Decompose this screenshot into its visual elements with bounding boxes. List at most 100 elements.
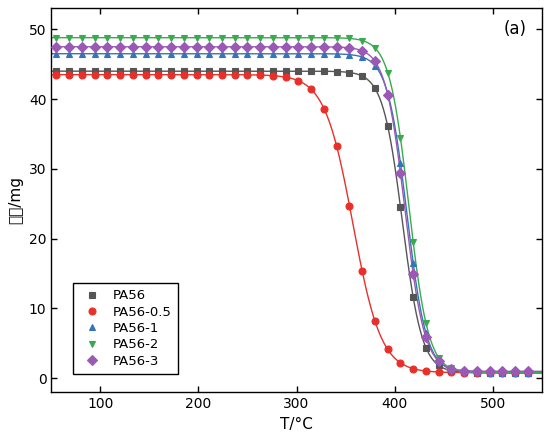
PA56	[168, 69, 174, 74]
PA56-3	[206, 44, 212, 49]
PA56	[321, 69, 327, 74]
PA56-2	[79, 35, 85, 40]
PA56-3	[142, 44, 149, 49]
PA56-3	[168, 44, 174, 49]
PA56-1	[448, 367, 455, 372]
PA56-2	[422, 320, 429, 326]
PA56-3	[257, 44, 263, 49]
PA56-0.5	[436, 370, 442, 375]
PA56-1	[53, 51, 59, 56]
Line: PA56-3: PA56-3	[53, 43, 531, 375]
PA56-3	[512, 369, 519, 374]
PA56-2	[448, 366, 455, 371]
PA56-2	[499, 370, 506, 375]
PA56	[206, 69, 212, 74]
PA56-1	[180, 51, 187, 56]
PA56-1	[257, 51, 263, 56]
PA56	[512, 370, 519, 375]
PA56-3	[219, 44, 225, 49]
PA56	[53, 69, 59, 74]
PA56-3	[91, 44, 98, 49]
PA56-3	[346, 45, 353, 51]
PA56-0.5	[333, 144, 340, 149]
PA56-3	[155, 44, 162, 49]
PA56-1	[512, 370, 519, 375]
PA56	[129, 69, 136, 74]
PA56-2	[359, 38, 366, 43]
PA56-3	[308, 44, 315, 49]
PA56-0.5	[512, 370, 519, 375]
PA56-2	[333, 35, 340, 40]
PA56-2	[232, 35, 238, 40]
PA56-3	[372, 59, 378, 64]
PA56-3	[117, 44, 123, 49]
PA56-1	[397, 161, 404, 166]
PA56-2	[397, 136, 404, 141]
PA56-3	[384, 92, 391, 97]
PA56-2	[117, 35, 123, 40]
PA56-2	[219, 35, 225, 40]
PA56-3	[79, 44, 85, 49]
PA56-2	[66, 35, 73, 40]
PA56-2	[270, 35, 276, 40]
PA56-3	[129, 44, 136, 49]
PA56-3	[104, 44, 111, 49]
PA56	[333, 69, 340, 74]
PA56-0.5	[372, 319, 378, 324]
PA56-0.5	[422, 368, 429, 374]
Line: PA56-2: PA56-2	[53, 34, 531, 376]
PA56	[257, 69, 263, 74]
PA56-1	[244, 51, 251, 56]
PA56-1	[155, 51, 162, 56]
PA56-0.5	[397, 360, 404, 366]
PA56-0.5	[129, 72, 136, 77]
PA56-0.5	[295, 78, 302, 84]
PA56-0.5	[232, 72, 238, 77]
PA56	[397, 204, 404, 209]
PA56-1	[486, 370, 493, 375]
PA56-1	[474, 370, 480, 375]
PA56-1	[372, 63, 378, 68]
PA56-2	[384, 70, 391, 75]
PA56-3	[321, 44, 327, 49]
PA56-3	[333, 44, 340, 50]
PA56-0.5	[525, 370, 531, 375]
PA56-2	[193, 35, 200, 40]
PA56-2	[525, 370, 531, 375]
PA56-1	[168, 51, 174, 56]
PA56-1	[499, 370, 506, 375]
PA56-1	[308, 51, 315, 56]
PA56-2	[129, 35, 136, 40]
PA56-1	[422, 330, 429, 336]
PA56-2	[474, 370, 480, 375]
PA56-2	[321, 35, 327, 40]
PA56-3	[295, 44, 302, 49]
PA56-3	[232, 44, 238, 49]
PA56	[474, 370, 480, 375]
PA56-1	[384, 91, 391, 96]
PA56-3	[66, 44, 73, 49]
PA56	[193, 69, 200, 74]
PA56-1	[117, 51, 123, 56]
PA56-0.5	[499, 370, 506, 375]
PA56-0.5	[346, 203, 353, 208]
PA56-3	[359, 48, 366, 54]
PA56-1	[295, 51, 302, 56]
PA56-2	[436, 355, 442, 360]
PA56-0.5	[257, 73, 263, 78]
PA56	[384, 124, 391, 129]
PA56-1	[410, 260, 416, 266]
PA56-0.5	[206, 72, 212, 77]
PA56-0.5	[155, 72, 162, 77]
PA56	[117, 69, 123, 74]
PA56-3	[410, 271, 416, 277]
PA56-0.5	[283, 74, 289, 80]
PA56-0.5	[410, 366, 416, 371]
PA56-1	[333, 51, 340, 57]
PA56-2	[308, 35, 315, 40]
PA56-2	[346, 36, 353, 41]
PA56-0.5	[219, 72, 225, 77]
PA56-2	[91, 35, 98, 40]
PA56	[346, 70, 353, 75]
PA56-1	[270, 51, 276, 56]
